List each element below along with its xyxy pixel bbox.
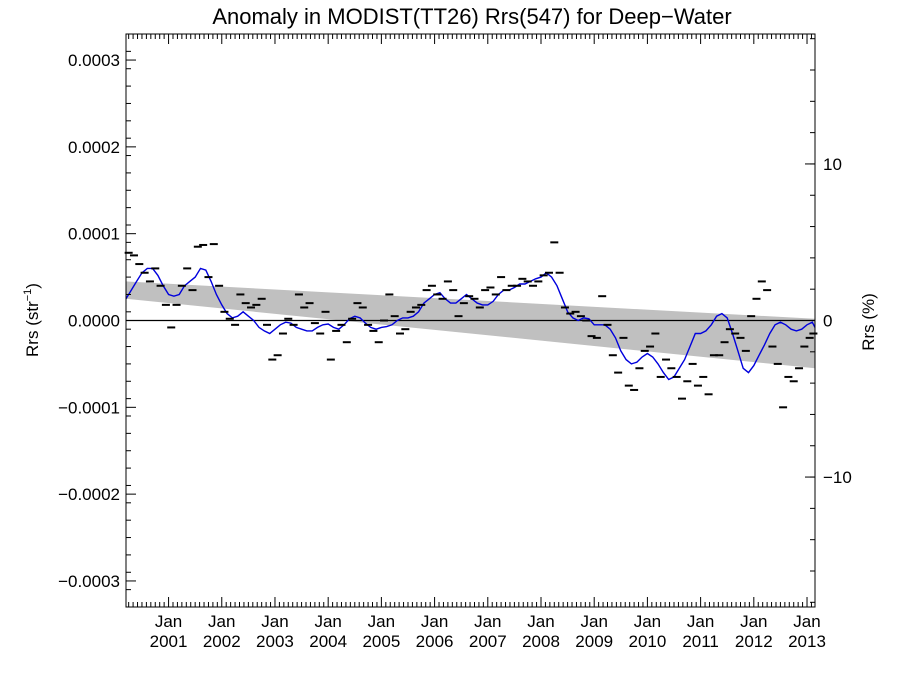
x-axis-minor-ticks — [128, 34, 812, 607]
x-tick-month-label: Jan — [261, 612, 288, 631]
x-tick-year-label: 2002 — [203, 632, 241, 651]
y-axis-left: −0.0003 −0.0002 −0.0001 0.0000 0.0001 0.0002 0… — [58, 33, 136, 608]
x-tick-year-label: 2003 — [256, 632, 294, 651]
y-right-tick-label: 0 — [823, 312, 832, 331]
x-tick-month-label: Jan — [474, 612, 501, 631]
y-tick-label: −0.0002 — [58, 485, 120, 504]
x-tick-year-label: 2004 — [309, 632, 347, 651]
monthly-points — [124, 241, 818, 409]
x-tick-month-label: Jan — [740, 612, 767, 631]
x-tick-year-label: 2006 — [416, 632, 454, 651]
x-tick-month-label: Jan — [634, 612, 661, 631]
x-tick-year-label: 2012 — [735, 632, 773, 651]
x-tick-month-label: Jan — [527, 612, 554, 631]
x-tick-year-label: 2005 — [362, 632, 400, 651]
y-axis-right: −10 0 10 — [805, 38, 852, 603]
y-tick-label: 0.0001 — [68, 225, 120, 244]
x-axis: Jan2001Jan2002Jan2003Jan2004Jan2005Jan20… — [150, 34, 826, 651]
x-tick-month-label: Jan — [208, 612, 235, 631]
x-tick-month-label: Jan — [314, 612, 341, 631]
x-tick-month-label: Jan — [368, 612, 395, 631]
y-tick-label: 0.0002 — [68, 138, 120, 157]
y-tick-label: 0.0003 — [68, 51, 120, 70]
x-tick-year-label: 2001 — [150, 632, 188, 651]
x-tick-year-label: 2010 — [628, 632, 666, 651]
x-tick-month-label: Jan — [155, 612, 182, 631]
x-tick-month-label: Jan — [421, 612, 448, 631]
x-tick-month-label: Jan — [580, 612, 607, 631]
chart-title: Anomaly in MODIST(TT26) Rrs(547) for Dee… — [212, 4, 731, 29]
y-axis-right-label: Rrs (%) — [859, 293, 878, 351]
x-tick-year-label: 2008 — [522, 632, 560, 651]
plot-area — [124, 33, 818, 608]
y-right-tick-label: 10 — [823, 155, 842, 174]
x-tick-year-label: 2009 — [575, 632, 613, 651]
x-tick-month-label: Jan — [793, 612, 820, 631]
trend-band — [126, 281, 815, 369]
y-tick-label: −0.0001 — [58, 398, 120, 417]
x-tick-year-label: 2007 — [469, 632, 507, 651]
y-right-tick-label: −10 — [823, 468, 852, 487]
y-axis-left-label: Rrs (str−1) — [22, 283, 42, 357]
y-tick-label: 0.0000 — [68, 312, 120, 331]
x-tick-month-label: Jan — [687, 612, 714, 631]
x-tick-year-label: 2011 — [682, 632, 719, 651]
y-tick-label: −0.0003 — [58, 572, 120, 591]
x-tick-year-label: 2013 — [788, 632, 826, 651]
